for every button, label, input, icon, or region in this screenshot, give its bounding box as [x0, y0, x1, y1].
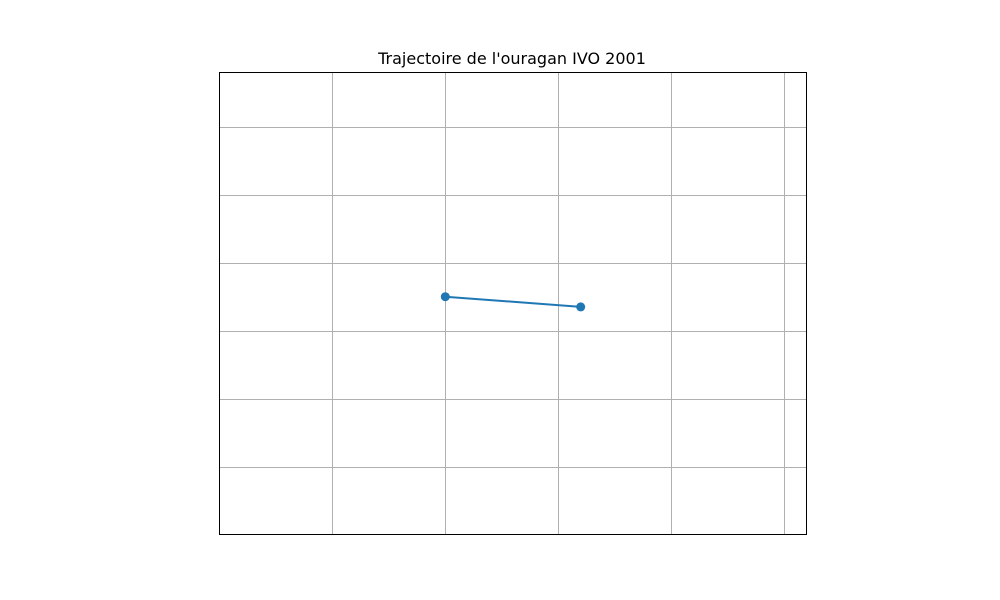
track-point-0-0 — [440, 292, 450, 302]
track-line-0 — [445, 295, 581, 308]
series-group — [440, 292, 586, 312]
plot-area-frame — [219, 72, 807, 535]
chart-title: Trajectoire de l'ouragan IVO 2001 — [377, 49, 646, 68]
grid — [219, 72, 807, 535]
track-point-0-1 — [576, 302, 586, 312]
